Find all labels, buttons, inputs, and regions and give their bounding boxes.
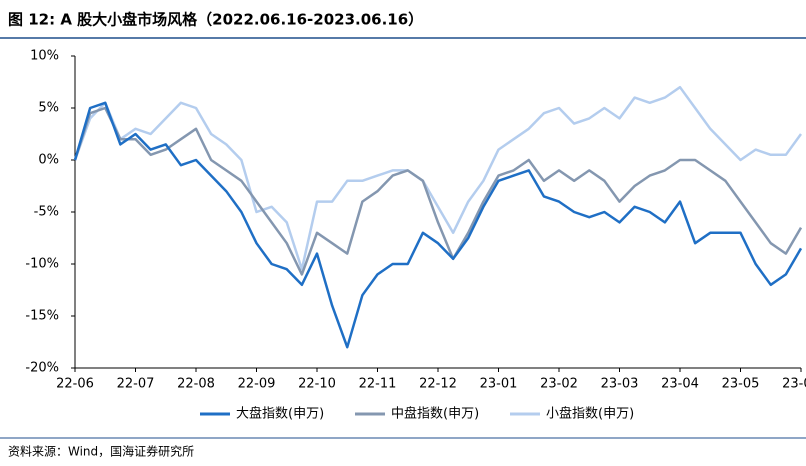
series-line	[73, 106, 803, 276]
x-tick-label: 23-04	[661, 377, 699, 392]
x-tick-label: 22-11	[359, 377, 397, 392]
series-line	[73, 85, 803, 271]
y-tick-label: -15%	[25, 309, 59, 324]
legend-label: 大盘指数(申万)	[236, 406, 324, 422]
source: 资料来源：Wind，国海证券研究所	[8, 444, 194, 459]
x-tick-label: 22-09	[238, 377, 276, 392]
x-tick-label: 22-12	[419, 377, 457, 392]
x-tick-label: 23-01	[480, 377, 518, 392]
x-tick-label: 23-03	[601, 377, 639, 392]
series-line	[73, 101, 803, 349]
legend-label: 小盘指数(申万)	[546, 406, 634, 422]
chart-title: 图 12: A 股大小盘市场风格（2022.06.16-2023.06.16）	[8, 11, 423, 29]
y-tick-label: -20%	[25, 361, 59, 376]
x-tick-label: 23-02	[540, 377, 578, 392]
y-tick-label: -10%	[25, 257, 59, 272]
x-tick-label: 22-08	[177, 377, 215, 392]
x-tick-label: 22-06	[56, 377, 94, 392]
legend-label: 中盘指数(申万)	[391, 406, 479, 422]
y-tick-label: 0%	[38, 153, 59, 168]
x-tick-label: 22-10	[298, 377, 336, 392]
y-tick-label: 10%	[30, 49, 59, 64]
y-tick-label: 5%	[38, 101, 59, 116]
y-tick-label: -5%	[34, 205, 59, 220]
x-tick-label: 23-06	[782, 377, 806, 392]
x-tick-label: 23-05	[722, 377, 760, 392]
x-tick-label: 22-07	[117, 377, 155, 392]
